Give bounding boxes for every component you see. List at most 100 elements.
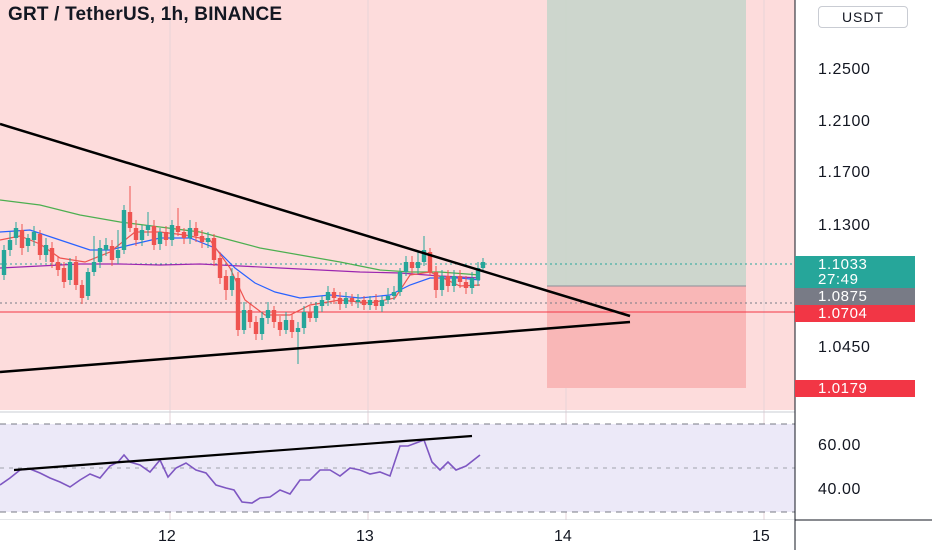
candle-body bbox=[373, 300, 379, 306]
candle-body bbox=[361, 300, 367, 305]
candle-body bbox=[1, 250, 7, 275]
candle-body bbox=[103, 245, 109, 250]
rsi-line bbox=[0, 438, 481, 504]
candle-body bbox=[271, 310, 277, 322]
candle-body bbox=[409, 262, 415, 268]
candle-body bbox=[295, 328, 301, 332]
candle-body bbox=[61, 268, 67, 282]
candle-body bbox=[193, 228, 199, 236]
price-tick: 1.2100 bbox=[818, 113, 871, 130]
candle-body bbox=[109, 246, 115, 260]
candle-body bbox=[25, 238, 31, 246]
candle-body bbox=[427, 252, 433, 272]
candle-body bbox=[157, 232, 163, 244]
candle-body bbox=[415, 262, 421, 268]
rsi-trendline[interactable] bbox=[13, 434, 473, 472]
time-tick: 15 bbox=[752, 528, 770, 545]
ma-blue-line bbox=[0, 229, 481, 299]
candle-body bbox=[283, 320, 289, 330]
candle-body bbox=[349, 298, 355, 302]
currency-button[interactable]: USDT bbox=[818, 6, 908, 28]
candle-body bbox=[19, 230, 25, 248]
candle-body bbox=[97, 248, 103, 262]
candle-body bbox=[223, 276, 229, 290]
candle-body bbox=[391, 292, 397, 296]
candle-body bbox=[379, 300, 385, 306]
candle-body bbox=[451, 276, 457, 286]
candle-body bbox=[469, 278, 475, 288]
candle-body bbox=[211, 238, 217, 260]
stop-price-badge: 1.0179 bbox=[795, 380, 915, 397]
candle-body bbox=[433, 272, 439, 290]
candle-body bbox=[265, 310, 271, 318]
candle-body bbox=[205, 238, 211, 242]
chart-area[interactable] bbox=[0, 0, 795, 520]
candle-body bbox=[175, 226, 181, 232]
price-tick: 1.1300 bbox=[818, 217, 871, 234]
candle-body bbox=[217, 258, 223, 278]
candle-body bbox=[79, 285, 85, 298]
candle-body bbox=[139, 230, 145, 240]
rsi-tick: 60.00 bbox=[818, 437, 862, 454]
candle-body bbox=[480, 262, 486, 268]
candle-body bbox=[397, 272, 403, 292]
candle-body bbox=[337, 298, 343, 304]
candle-body bbox=[421, 250, 427, 262]
candle-body bbox=[55, 262, 61, 270]
candle-body bbox=[67, 262, 73, 280]
target-zone[interactable] bbox=[547, 0, 746, 286]
candle-body bbox=[91, 262, 97, 272]
candle-body bbox=[457, 276, 463, 282]
candle-body bbox=[229, 276, 235, 290]
candlesticks bbox=[1, 186, 486, 364]
candle-body bbox=[181, 232, 187, 238]
upper-trendline[interactable] bbox=[0, 122, 631, 318]
candle-body bbox=[115, 250, 121, 258]
candle-body bbox=[463, 282, 469, 288]
candle-body bbox=[235, 278, 241, 330]
candle-body bbox=[307, 312, 313, 318]
grey-price-badge: 1.0875 bbox=[795, 288, 915, 305]
candle-body bbox=[133, 228, 139, 240]
candle-body bbox=[13, 228, 19, 238]
candle-body bbox=[259, 318, 265, 334]
price-tick: 1.0450 bbox=[818, 339, 871, 356]
candle-body bbox=[163, 232, 169, 240]
time-tick: 14 bbox=[554, 528, 572, 545]
candle-body bbox=[313, 306, 319, 318]
candle-body bbox=[319, 300, 325, 306]
candle-body bbox=[241, 310, 247, 330]
candle-body bbox=[301, 312, 307, 328]
time-tick: 13 bbox=[356, 528, 374, 545]
candle-body bbox=[73, 262, 79, 285]
candle-body bbox=[325, 292, 331, 300]
candle-body bbox=[343, 298, 349, 304]
rsi-tick: 40.00 bbox=[818, 481, 862, 498]
candle-body bbox=[385, 296, 391, 300]
candle-body bbox=[475, 268, 481, 280]
red-price-badge: 1.0704 bbox=[795, 305, 915, 322]
price-chart[interactable] bbox=[0, 0, 795, 520]
candle-body bbox=[31, 232, 37, 240]
candle-body bbox=[445, 276, 451, 286]
candle-body bbox=[121, 210, 127, 250]
candle-body bbox=[403, 262, 409, 272]
candle-body bbox=[199, 236, 205, 242]
time-tick: 12 bbox=[158, 528, 176, 545]
candle-body bbox=[127, 212, 133, 228]
lower-trendline[interactable] bbox=[0, 320, 631, 374]
candle-body bbox=[253, 322, 259, 334]
price-tick: 1.1700 bbox=[818, 164, 871, 181]
candle-body bbox=[49, 248, 55, 262]
candle-body bbox=[85, 272, 91, 296]
chart-title: GRT / TetherUS, 1h, BINANCE bbox=[8, 4, 283, 25]
candle-body bbox=[367, 300, 373, 305]
current-price-badge: 1.1033 27:49 bbox=[795, 256, 915, 288]
candle-body bbox=[7, 240, 13, 250]
current-price-value: 1.1033 bbox=[818, 256, 868, 273]
candle-body bbox=[289, 320, 295, 332]
candle-countdown: 27:49 bbox=[818, 271, 859, 288]
candle-body bbox=[331, 292, 337, 298]
candle-body bbox=[169, 225, 175, 240]
